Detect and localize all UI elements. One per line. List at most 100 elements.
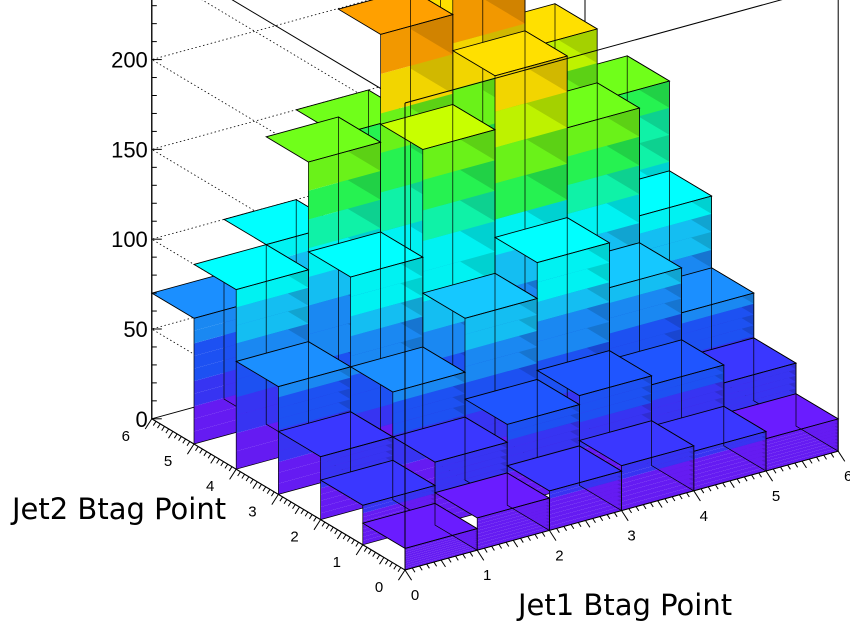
x-minor-tick — [411, 567, 416, 573]
x-minor-tick — [577, 522, 582, 528]
y-minor-tick — [283, 499, 288, 504]
x-minor-tick — [440, 559, 446, 568]
y-minor-tick — [321, 521, 326, 527]
frame-front — [404, 0, 839, 570]
y-minor-tick — [199, 448, 203, 454]
bar-x1-y0 — [433, 472, 551, 551]
x-tick-label: 4 — [700, 508, 708, 525]
y-minor-tick — [351, 539, 355, 545]
y-minor-tick — [245, 476, 250, 482]
y-minor-tick — [376, 554, 381, 560]
x-minor-tick — [534, 534, 539, 539]
y-tick-label: 5 — [164, 453, 172, 470]
y-major-tick — [313, 519, 322, 531]
x-minor-tick — [498, 543, 503, 549]
y-minor-tick — [220, 461, 224, 467]
x-minor-tick — [635, 506, 640, 512]
x-minor-tick — [751, 474, 755, 480]
x-minor-tick — [570, 524, 575, 529]
y-major-tick — [271, 494, 279, 505]
y-minor-tick — [178, 436, 182, 441]
x-minor-tick — [447, 557, 452, 563]
z-tick-label: 150 — [111, 137, 148, 162]
y-minor-tick — [330, 526, 334, 532]
x-tick-label: 5 — [772, 488, 780, 505]
y-tick-label: 6 — [122, 428, 130, 445]
y-minor-tick — [165, 428, 170, 434]
x-tick-label: 1 — [483, 567, 491, 584]
y-minor-tick — [186, 441, 191, 447]
y-minor-tick — [258, 484, 262, 489]
x-minor-tick — [455, 555, 459, 561]
y-minor-tick — [397, 567, 402, 573]
x-minor-tick — [592, 518, 596, 524]
x-major-tick — [837, 450, 846, 462]
x-minor-tick — [707, 486, 712, 492]
x-minor-tick — [678, 494, 683, 500]
y-minor-tick — [346, 536, 351, 542]
x-minor-tick — [642, 504, 647, 510]
x-tick-label: 3 — [627, 528, 635, 545]
y-minor-tick — [313, 516, 317, 522]
z-tick-label: 50 — [123, 317, 147, 342]
y-minor-tick — [207, 453, 212, 459]
x-minor-tick — [541, 532, 546, 537]
x-axis-label: Jet1 Btag Point — [518, 588, 733, 622]
x-minor-tick — [772, 468, 777, 474]
x-minor-tick — [700, 488, 705, 494]
y-minor-tick — [389, 562, 393, 567]
x-minor-tick — [743, 476, 748, 482]
y-minor-tick — [237, 471, 241, 477]
y-minor-tick — [287, 501, 292, 507]
x-minor-tick — [729, 480, 735, 488]
bar-x0-y0 — [361, 502, 479, 571]
x-major-tick — [765, 470, 774, 482]
y-tick-label: 3 — [248, 503, 256, 520]
frame-edge-top — [404, 0, 783, 104]
y-minor-tick — [161, 426, 165, 431]
z-tick-label: 0 — [136, 407, 148, 432]
y-minor-tick — [195, 446, 199, 452]
x-minor-tick — [830, 452, 835, 458]
x-minor-tick — [585, 520, 591, 528]
x-minor-tick — [801, 460, 807, 469]
x-tick-label: 6 — [844, 468, 850, 485]
x-minor-tick — [650, 502, 654, 508]
x-minor-tick — [469, 551, 474, 557]
y-minor-tick — [203, 451, 208, 457]
x-minor-tick — [599, 516, 604, 522]
y-tick-label: 2 — [290, 529, 298, 546]
y-major-tick — [144, 418, 153, 430]
x-minor-tick — [686, 492, 690, 498]
bar-x2-y0 — [506, 445, 623, 531]
x-minor-tick — [484, 547, 488, 553]
z-axis: 050100150200250 — [111, 0, 162, 432]
y-minor-tick — [368, 549, 372, 555]
y-minor-tick — [271, 491, 275, 497]
y-minor-tick — [393, 564, 397, 570]
x-tick-label: 0 — [411, 587, 419, 604]
x-minor-tick — [613, 512, 618, 518]
y-major-tick — [186, 443, 195, 455]
x-major-tick — [548, 530, 557, 541]
y-minor-tick — [300, 509, 305, 515]
y-minor-tick — [210, 456, 216, 464]
y-axis: 0 1 2 3 4 5 6 — [122, 418, 406, 596]
y-minor-tick — [292, 504, 296, 510]
x-minor-tick — [419, 565, 423, 571]
y-minor-tick — [342, 534, 347, 540]
x-minor-tick — [433, 561, 438, 567]
y-minor-tick — [224, 463, 229, 469]
x-minor-tick — [606, 514, 611, 520]
y-minor-tick — [363, 547, 368, 552]
x-tick-label: 2 — [555, 547, 563, 564]
y-minor-tick — [379, 557, 385, 565]
bars — [150, 0, 840, 571]
x-minor-tick — [426, 563, 430, 569]
x-minor-tick — [664, 498, 669, 504]
x-minor-tick — [816, 456, 820, 462]
x-minor-tick — [527, 536, 531, 541]
x-axis: 0 1 2 3 4 5 6 — [404, 450, 850, 604]
y-minor-tick — [325, 524, 330, 530]
